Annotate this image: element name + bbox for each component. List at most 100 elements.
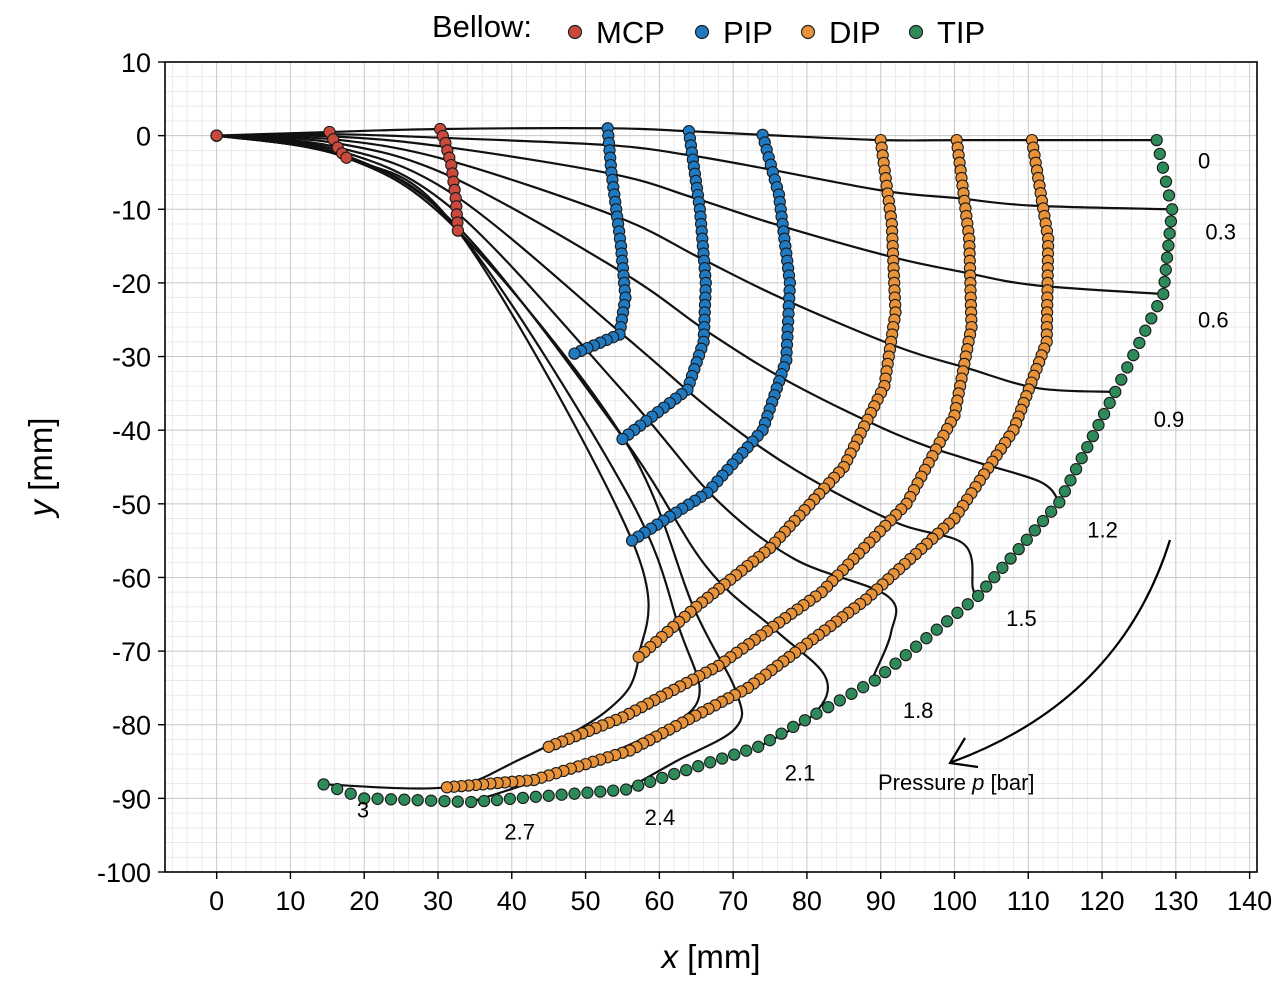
tip-marker (988, 571, 1001, 584)
pressure-label-0.6: 0.6 (1198, 308, 1229, 333)
tip-marker (1159, 175, 1173, 188)
tip-marker (856, 681, 870, 694)
tip-marker (1153, 147, 1166, 161)
tip-marker (1086, 429, 1100, 443)
tip-marker (909, 640, 923, 653)
tip-marker (1064, 474, 1077, 487)
mcp-marker (340, 151, 353, 164)
tip-marker (1145, 312, 1158, 325)
x-tick-label: 20 (349, 886, 379, 916)
tip-marker (961, 598, 974, 611)
tip-marker (542, 789, 555, 802)
legend-marker-pip (694, 24, 710, 40)
y-tick-label: -80 (112, 711, 151, 741)
legend: Bellow: MCP PIP DIP TIP (432, 9, 985, 50)
x-tick-label: 100 (932, 886, 977, 916)
bellow-markers (210, 122, 1179, 809)
x-tick-label: 60 (644, 886, 674, 916)
y-tick-label: -30 (112, 343, 151, 373)
y-tick-label: 10 (121, 48, 151, 78)
tip-marker (555, 788, 568, 801)
x-tick-label: 10 (275, 886, 305, 916)
tip-marker (503, 792, 517, 806)
tip-marker (477, 794, 491, 808)
y-tick-label: -10 (112, 195, 151, 225)
tip-marker (1097, 407, 1111, 421)
pressure-arrow (951, 539, 1172, 764)
tip-marker (1133, 336, 1146, 350)
tip-marker (971, 589, 985, 603)
tip-marker (1012, 542, 1025, 556)
tip-marker (384, 793, 398, 806)
pressure-label-1.8: 1.8 (903, 698, 934, 723)
pressure-label-3: 3 (357, 797, 369, 822)
x-tick-label: 90 (866, 886, 896, 916)
y-tick-label: -100 (97, 858, 151, 888)
y-tick-label: -20 (112, 269, 151, 299)
dip-marker (542, 740, 555, 753)
tip-marker (1075, 452, 1088, 465)
pressure-label-2.1: 2.1 (785, 761, 816, 786)
legend-label-dip: DIP (829, 15, 881, 50)
tip-marker (1121, 361, 1134, 374)
legend-marker-tip (908, 24, 924, 40)
tip-marker (951, 606, 964, 619)
x-tick-label: 130 (1153, 886, 1198, 916)
legend-marker-dip (800, 24, 816, 40)
pressure-arrow-head (948, 737, 979, 769)
legend-label-pip: PIP (723, 15, 773, 50)
tip-marker (868, 674, 881, 687)
tip-marker (680, 763, 693, 777)
tip-marker (1109, 385, 1122, 399)
x-axis-title: x [mm] (660, 938, 761, 975)
tip-marker (619, 783, 633, 796)
tip-marker (371, 792, 384, 805)
tip-marker (317, 778, 330, 791)
tip-marker (1127, 349, 1140, 362)
tip-marker (358, 792, 371, 805)
y-tick-label: -90 (112, 784, 151, 814)
tip-marker (1164, 215, 1178, 228)
pressure-label-1.5: 1.5 (1006, 606, 1037, 631)
tip-marker (1163, 227, 1176, 240)
tip-marker (1139, 324, 1152, 337)
finger-line-p-3 (216, 134, 650, 790)
tip-marker (1162, 239, 1175, 252)
tip-marker (899, 648, 912, 662)
tip-marker (1028, 524, 1042, 537)
tip-marker (692, 760, 705, 773)
tip-marker (398, 793, 411, 806)
finger-configuration-lines (216, 127, 1173, 804)
tip-marker (775, 727, 788, 740)
tip-marker (1081, 440, 1094, 454)
tip-marker (594, 785, 607, 798)
tip-marker (704, 756, 717, 769)
pressure-label-0.3: 0.3 (1205, 219, 1236, 244)
tip-marker (1058, 485, 1072, 498)
tip-marker (668, 767, 681, 781)
pressure-label-2.4: 2.4 (645, 805, 676, 830)
tip-marker (980, 580, 993, 593)
tip-marker (833, 694, 846, 707)
x-tick-label: 70 (718, 886, 748, 916)
tip-marker (1158, 275, 1171, 289)
tip-marker (845, 687, 858, 700)
tip-marker (465, 795, 478, 809)
x-tick-label: 140 (1227, 886, 1272, 916)
y-tick-label: -70 (112, 637, 151, 667)
tip-marker (581, 786, 594, 799)
x-tick-label: 30 (423, 886, 453, 916)
tip-marker (763, 734, 777, 747)
tip-marker (940, 615, 954, 628)
tip-marker (1160, 251, 1174, 264)
x-tick-label: 120 (1080, 886, 1125, 916)
tip-marker (798, 714, 812, 727)
pressure-annotation: Pressure p [bar] (878, 539, 1172, 795)
tip-marker (1103, 396, 1116, 410)
pressure-label-0: 0 (1198, 149, 1210, 174)
tip-marker (1004, 552, 1017, 565)
pressure-labels: 0 0.3 0.6 0.9 1.2 1.5 1.8 2.1 2.4 2.7 3 (357, 149, 1236, 845)
tip-marker (1115, 373, 1128, 386)
tip-marker (1053, 496, 1066, 509)
